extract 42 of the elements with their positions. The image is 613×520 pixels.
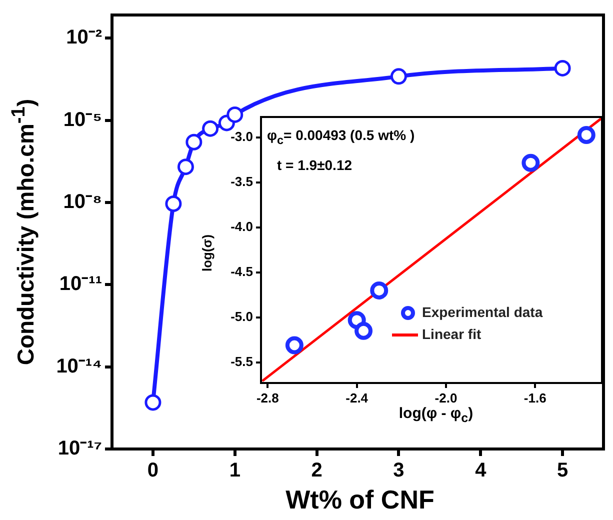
point xyxy=(177,158,194,176)
y-tick-label: 10⁻⁸ xyxy=(63,191,102,214)
x-tick-label: 3 xyxy=(393,460,404,482)
point xyxy=(554,60,571,76)
y-tick-label: -5.5 xyxy=(230,354,253,369)
y-axis-title: log(σ) xyxy=(200,234,214,272)
y-tick-label: -3.0 xyxy=(230,129,253,144)
point xyxy=(522,154,540,172)
x-tick-label: 2 xyxy=(311,460,322,482)
y-tick-label: -3.5 xyxy=(230,174,253,190)
y-tick-label: -5.0 xyxy=(230,308,253,324)
y-tick-label: -4.5 xyxy=(230,264,253,280)
annotation: t = 1.9±0.12 xyxy=(277,157,352,173)
y-tick-label: 10⁻⁵ xyxy=(63,108,102,131)
x-tick-label: 4 xyxy=(475,460,488,482)
x-axis-title: Wt% of CNF xyxy=(286,484,434,516)
point xyxy=(285,336,304,354)
y-tick-label: 10⁻² xyxy=(66,26,102,49)
x-tick-label: 5 xyxy=(556,460,568,482)
point xyxy=(202,120,219,137)
x-tick-label: 0 xyxy=(147,460,159,482)
y-tick-label: -4.0 xyxy=(230,219,253,234)
y-tick-label: 10⁻¹¹ xyxy=(59,273,102,296)
point xyxy=(165,195,182,212)
legend-label: Linear fit xyxy=(422,326,482,342)
annotation: φ$_{c}$= 0.00493 (0.5 wt% ) xyxy=(267,127,415,147)
point xyxy=(226,106,244,123)
y-tick-label: 10⁻¹⁴ xyxy=(56,355,102,378)
x-tick-label: -1.6 xyxy=(524,390,546,406)
point xyxy=(577,126,596,144)
x-tick-label: -2.8 xyxy=(256,390,279,406)
y-tick-label: 10⁻¹⁷ xyxy=(58,438,102,460)
point xyxy=(354,322,373,340)
point xyxy=(390,68,407,85)
point xyxy=(186,134,202,150)
x-tick-label: -2.4 xyxy=(346,390,369,406)
x-tick-label: 1 xyxy=(229,460,240,482)
x-tick-label: -2.0 xyxy=(434,390,458,406)
legend-label: Experimental data xyxy=(422,304,543,320)
point xyxy=(144,394,162,411)
point xyxy=(370,281,388,300)
x-axis-title: log(φ - φ$_{c}$) xyxy=(398,405,474,425)
